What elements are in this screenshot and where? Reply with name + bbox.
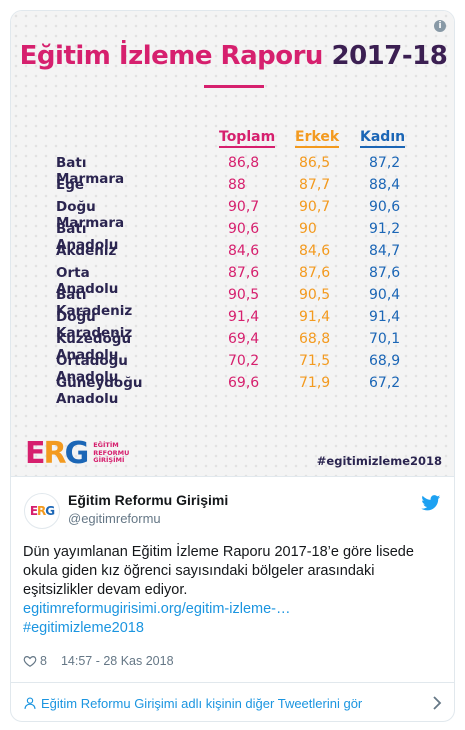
heart-icon[interactable]: [23, 654, 37, 668]
value-kadin: 91,2: [369, 221, 401, 237]
value-kadin: 91,4: [369, 309, 401, 325]
value-kadin: 68,9: [369, 353, 401, 369]
region-label: Orta Anadolu: [56, 265, 119, 297]
region-label: Doğu Karadeniz: [56, 309, 133, 341]
value-erkek: 71,9: [299, 375, 331, 391]
tweet-hashtag[interactable]: #egitimizleme2018: [23, 620, 144, 636]
value-erkek: 84,6: [299, 243, 331, 259]
chevron-right-icon: [433, 696, 442, 710]
title-underline: [204, 85, 264, 88]
more-tweets-label: Eğitim Reformu Girişimi adlı kişinin diğ…: [41, 695, 363, 711]
column-header-erkek: Erkek: [295, 129, 340, 148]
value-toplam: 91,4: [228, 309, 260, 325]
value-erkek: 71,5: [299, 353, 331, 369]
timestamp[interactable]: 14:57 - 28 Kas 2018: [60, 654, 174, 668]
tweet-card: i Eğitim İzleme Raporu 2017-18 Toplam Er…: [10, 10, 455, 722]
report-title-main: Eğitim İzleme Raporu: [19, 41, 324, 71]
value-toplam: 84,6: [228, 243, 260, 259]
region-label: Batı Anadolu: [56, 221, 119, 253]
value-kadin: 87,6: [369, 265, 401, 281]
erg-logo-text: EĞİTİM REFORMU GİRİŞİMİ: [93, 441, 130, 465]
tweet-image[interactable]: i Eğitim İzleme Raporu 2017-18 Toplam Er…: [11, 11, 454, 477]
value-kadin: 90,4: [369, 287, 401, 303]
value-toplam: 69,4: [228, 331, 260, 347]
like-count[interactable]: 8: [40, 654, 47, 668]
region-label: Kuzedoğu Anadolu: [56, 331, 132, 363]
report-title: Eğitim İzleme Raporu 2017-18: [11, 41, 454, 71]
value-toplam: 69,6: [228, 375, 260, 391]
more-tweets-link[interactable]: Eğitim Reformu Girişimi adlı kişinin diğ…: [11, 682, 454, 721]
tweet-body: Dün yayımlanan Eğitim İzleme Raporu 2017…: [23, 544, 414, 598]
value-kadin: 70,1: [369, 331, 401, 347]
value-toplam: 90,7: [228, 199, 260, 215]
region-label: Ortadoğu Anadolu: [56, 353, 128, 385]
value-erkek: 86,5: [299, 155, 331, 171]
value-erkek: 68,8: [299, 331, 331, 347]
value-kadin: 90,6: [369, 199, 401, 215]
value-kadin: 88,4: [369, 177, 401, 193]
value-erkek: 87,7: [299, 177, 331, 193]
value-toplam: 90,5: [228, 287, 260, 303]
region-label: Doğu Marmara: [56, 199, 125, 231]
column-header-kadin: Kadın: [360, 129, 406, 148]
value-toplam: 88: [228, 177, 246, 193]
value-toplam: 90,6: [228, 221, 260, 237]
person-icon: [24, 697, 36, 709]
value-erkek: 90: [299, 221, 317, 237]
erg-logo-mark: ERG: [25, 436, 89, 471]
region-label: Batı Marmara: [56, 155, 125, 187]
info-icon[interactable]: i: [434, 20, 446, 32]
tweet-link[interactable]: egitimreformugirisimi.org/egitim-izleme-…: [23, 601, 291, 617]
value-kadin: 67,2: [369, 375, 401, 391]
value-toplam: 70,2: [228, 353, 260, 369]
report-title-year: 2017-18: [331, 41, 448, 71]
region-label: Batı Karadeniz: [56, 287, 133, 319]
author-handle[interactable]: @egitimreformu: [68, 511, 161, 526]
value-kadin: 84,7: [369, 243, 401, 259]
value-erkek: 87,6: [299, 265, 331, 281]
region-label: Güneydoğu Anadolu: [56, 375, 143, 407]
value-erkek: 90,7: [299, 199, 331, 215]
tweet-text: Dün yayımlanan Eğitim İzleme Raporu 2017…: [23, 543, 443, 638]
value-erkek: 90,5: [299, 287, 331, 303]
column-header-toplam: Toplam: [219, 129, 276, 148]
tweet-meta: 8 14:57 - 28 Kas 2018: [23, 654, 174, 668]
value-erkek: 91,4: [299, 309, 331, 325]
twitter-bird-icon[interactable]: [421, 495, 441, 511]
image-hashtag: #egitimizleme2018: [316, 454, 442, 468]
region-label: Ege: [56, 177, 85, 193]
value-kadin: 87,2: [369, 155, 401, 171]
erg-logo: ERG EĞİTİM REFORMU GİRİŞİMİ: [25, 436, 129, 471]
author-name[interactable]: Eğitim Reformu Girişimi: [68, 492, 229, 508]
region-label: Akdeniz: [56, 243, 117, 259]
value-toplam: 87,6: [228, 265, 260, 281]
value-toplam: 86,8: [228, 155, 260, 171]
